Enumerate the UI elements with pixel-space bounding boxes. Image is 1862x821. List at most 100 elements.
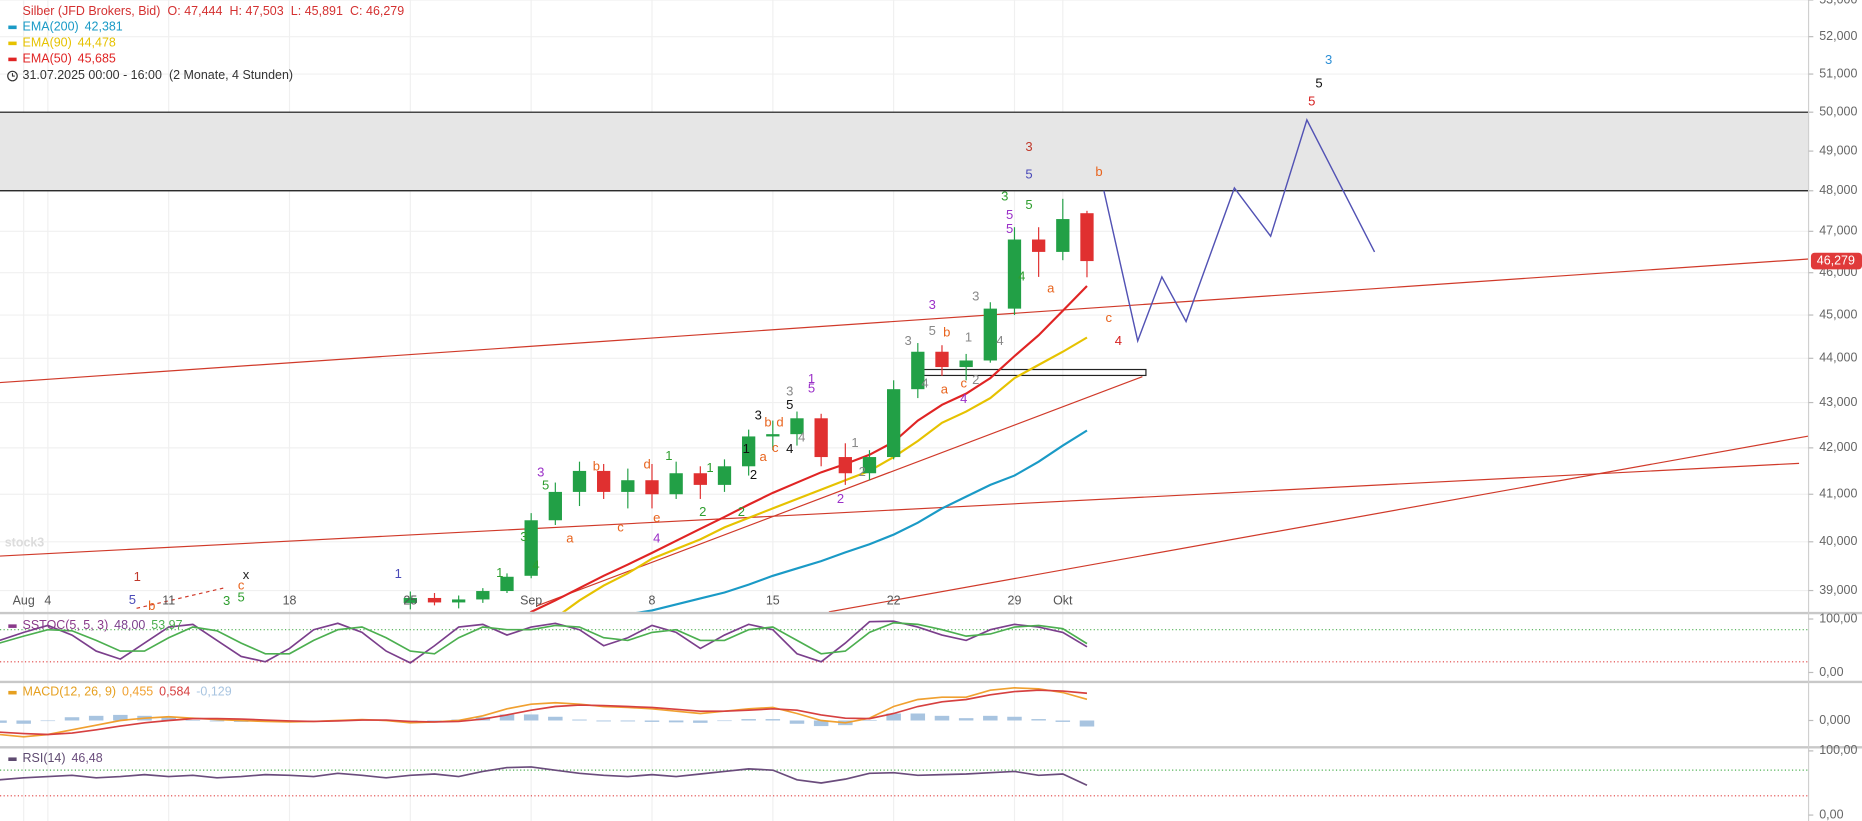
histogram-bar [64,717,80,721]
wave-label: 5 [1315,76,1322,91]
candle-body [766,434,780,437]
y-tick-label: 50,000 [1819,104,1857,118]
price-tag [1810,252,1862,270]
forecast-path [1103,118,1376,344]
indicator-readout: 46,48 [71,752,102,766]
x-tick-label: Sep [520,593,542,607]
candle-body [1056,219,1070,252]
candle-body [814,418,828,458]
wave-label: 5 [542,478,549,493]
wave-label: 4 [653,530,660,545]
ohlc-value: 47,503 [246,4,284,18]
histogram-bar [88,715,104,721]
histogram-bar [717,720,732,722]
ohlc-name: O: [168,4,181,18]
histogram-bar [693,720,708,723]
candle-body [452,599,466,603]
histogram-bar [596,720,611,722]
histogram-bar [1031,719,1046,721]
y-tick-label: 42,000 [1819,440,1857,454]
wave-label: x [243,567,250,582]
wave-label: c [1105,310,1112,325]
wave-label: 1 [665,448,672,463]
wave-label: a [1047,281,1055,296]
y-tick-label: 49,000 [1819,143,1857,157]
candle-body [838,457,852,474]
wave-label: 1 [743,441,750,456]
x-tick-label: Aug [13,593,35,607]
histogram-bar [958,718,974,721]
histogram-bar [789,720,805,724]
histogram-bar [161,716,176,721]
candle-body [959,360,973,368]
y-tick-label: 51,000 [1819,66,1857,80]
legend-name: EMA(200) [23,20,79,34]
period-range: (2 Monate, 4 Stunden) [169,68,293,82]
x-tick-label: 18 [283,593,297,607]
candle-body [983,308,997,361]
candle-body [572,470,587,492]
trend-line [828,435,1809,612]
wave-label: 5 [808,381,815,396]
ohlc-name: H: [230,4,242,18]
histogram-bar [1007,716,1022,721]
candle-body [935,351,949,368]
candle-body [911,351,925,390]
histogram-bar [886,713,901,721]
legend-entry: EMA(50) 45,685 [23,52,116,66]
y-tick-label: 39,000 [1819,583,1857,597]
histogram-bar [16,720,31,724]
wave-label: 3 [905,333,912,348]
wave-label: 1 [395,566,402,581]
indicator-line [0,766,1088,786]
legend-swatch [8,690,17,695]
wave-label: 3 [537,465,544,480]
instrument-title: Silber (JFD Brokers, Bid) [23,4,161,18]
clock-hands [11,73,15,77]
y-tick-label: 48,000 [1819,183,1857,197]
candle-body [548,491,562,521]
x-tick-label: 8 [649,593,656,607]
candle-body [1007,239,1022,309]
x-tick-label: 11 [162,593,175,607]
wave-label: 3 [929,297,936,312]
histogram-bar [1055,720,1071,722]
wave-label: 3 [520,529,527,544]
legend-swatch [8,624,17,628]
trend-line [0,258,1809,384]
ohlc-name: L: [291,4,301,18]
candle-body [742,436,756,467]
candle-body [524,520,538,576]
wave-label: a [941,382,949,397]
legend-swatch [8,25,17,30]
indicator-readout: 0,584 [159,685,190,699]
histogram-bar [548,716,563,721]
indicator-line [0,689,1088,736]
candle-body [621,480,635,492]
histogram-bar [910,713,926,721]
y-tick-label: 43,000 [1819,395,1857,409]
y-tick-label: 100,00 [1819,611,1857,625]
histogram-bar [668,720,684,723]
wave-label: 1 [808,371,815,386]
legend-value: 44,478 [78,36,116,50]
y-tick-label: 0,00 [1819,665,1843,679]
histogram-bar [113,714,128,721]
indicator-name: SSTOC(5, 5, 3) [23,618,109,632]
wave-label: 3 [972,289,979,304]
histogram-bar [499,714,515,721]
y-tick-label: 45,000 [1819,307,1857,321]
candle-body [1080,213,1094,262]
histogram-bar [765,719,781,721]
macd-panel [0,687,1095,738]
histogram-bar [862,720,877,721]
legend-name: EMA(90) [23,36,72,50]
histogram-bar [40,720,56,722]
wave-label: 5 [1025,197,1032,212]
price-tag-label: 46,279 [1817,253,1855,267]
trend-line [0,462,1800,557]
histogram-bar [934,715,950,721]
histogram-bar [620,720,636,722]
